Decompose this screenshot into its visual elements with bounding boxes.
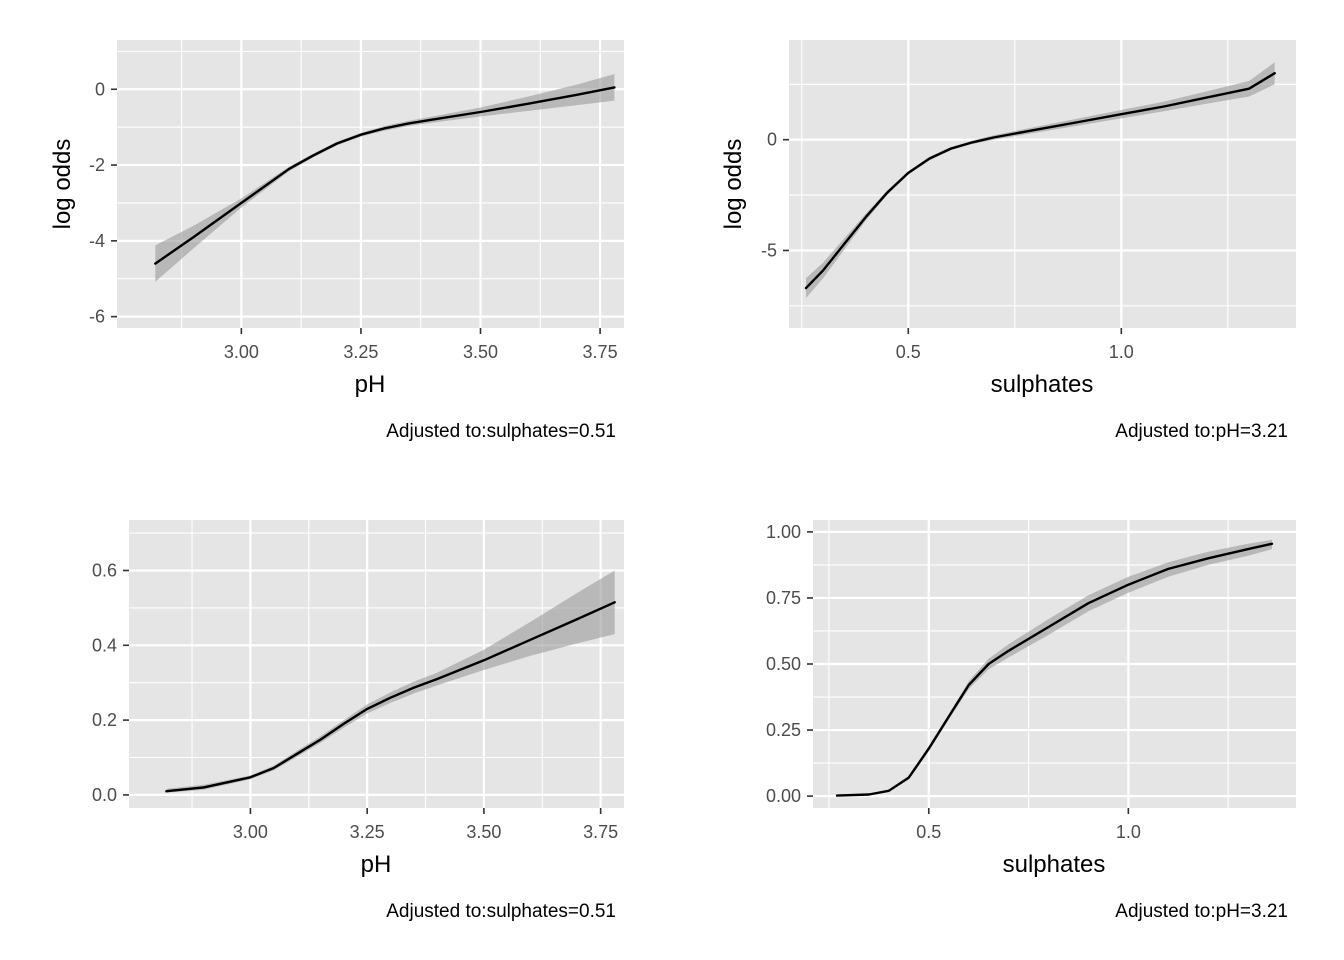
adjusted-caption: Adjusted to:pH=3.21 [1115,901,1288,922]
fitted-line [835,542,1274,797]
x-tick-label: 3.50 [463,342,498,362]
adjusted-caption: Adjusted to:sulphates=0.51 [386,901,616,922]
plot-area: 3.00 3.25 3.50 3.75 -6 -4 -2 0 [89,40,624,362]
x-tick-label: 1.0 [1116,822,1141,842]
x-tick-label: 3.75 [583,822,618,842]
plot-area: 0.5 1.0 0.00 0.25 0.50 0.75 1.00 [766,520,1296,842]
adjusted-caption: Adjusted to:sulphates=0.51 [386,421,616,442]
x-tick-label: 0.5 [896,342,921,362]
fitted-line [804,71,1276,290]
x-tick-label: 3.00 [233,822,268,842]
x-tick-label: 0.5 [916,822,941,842]
plot-area: 3.00 3.25 3.50 3.75 0.0 0.2 0.4 0.6 [92,520,624,842]
y-tick-label: 0 [95,79,105,99]
panel-probability-ph: 3.00 3.25 3.50 3.75 0.0 0.2 0.4 0.6 pH Adjusted… [92,520,624,922]
x-axis-title: pH [355,371,386,398]
y-tick-label: 0.00 [766,786,801,806]
x-axis-title: sulphates [1003,851,1106,878]
x-axis-title: sulphates [991,371,1094,398]
panel-probability-sulphates: 0.5 1.0 0.00 0.25 0.50 0.75 1.00 sulphates Adj… [766,520,1296,922]
y-tick-label: -4 [89,231,105,251]
y-axis-title: log odds [49,139,76,230]
panel-background [117,40,624,328]
x-tick-label: 3.25 [343,342,378,362]
confidence-band [155,74,615,282]
x-axis-title: pH [361,851,392,878]
y-tick-label: -2 [89,155,105,175]
y-tick-label: 1.00 [766,522,801,542]
y-tick-label: 0.25 [766,720,801,740]
y-tick-label: 0.4 [92,635,117,655]
x-tick-label: 3.50 [466,822,501,842]
fitted-line [154,86,616,265]
y-axis-title: log odds [720,139,747,230]
y-tick-label: 0 [767,130,777,150]
y-tick-label: 0.2 [92,710,117,730]
y-tick-label: 0.6 [92,560,117,580]
panel-log-odds-ph: 3.00 3.25 3.50 3.75 -6 -4 -2 0 log odds pH Adju… [49,40,624,442]
y-tick-label: 0.50 [766,654,801,674]
x-tick-label: 3.75 [583,342,618,362]
fitted-line [165,601,616,793]
x-tick-label: 3.25 [350,822,385,842]
plot-area: 0.5 1.0 -5 0 [761,40,1296,362]
y-tick-label: -6 [89,307,105,327]
panel-background [129,520,624,808]
y-tick-label: 0.0 [92,785,117,805]
y-tick-label: 0.75 [766,588,801,608]
x-tick-label: 3.00 [224,342,259,362]
y-tick-label: -5 [761,240,777,260]
adjusted-caption: Adjusted to:pH=3.21 [1115,421,1288,442]
panel-background [789,40,1296,328]
x-tick-label: 1.0 [1109,342,1134,362]
panel-log-odds-sulphates: 0.5 1.0 -5 0 log odds sulphates Adjusted to… [720,40,1296,442]
